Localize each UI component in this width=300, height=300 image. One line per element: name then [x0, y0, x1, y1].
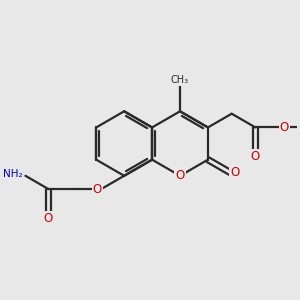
- Text: NH₂: NH₂: [3, 169, 23, 179]
- Text: O: O: [44, 212, 53, 224]
- Text: O: O: [230, 167, 239, 179]
- Text: CH₃: CH₃: [171, 75, 189, 85]
- Text: O: O: [93, 182, 102, 196]
- Text: O: O: [280, 121, 289, 134]
- Text: O: O: [251, 150, 260, 163]
- Text: O: O: [176, 169, 185, 182]
